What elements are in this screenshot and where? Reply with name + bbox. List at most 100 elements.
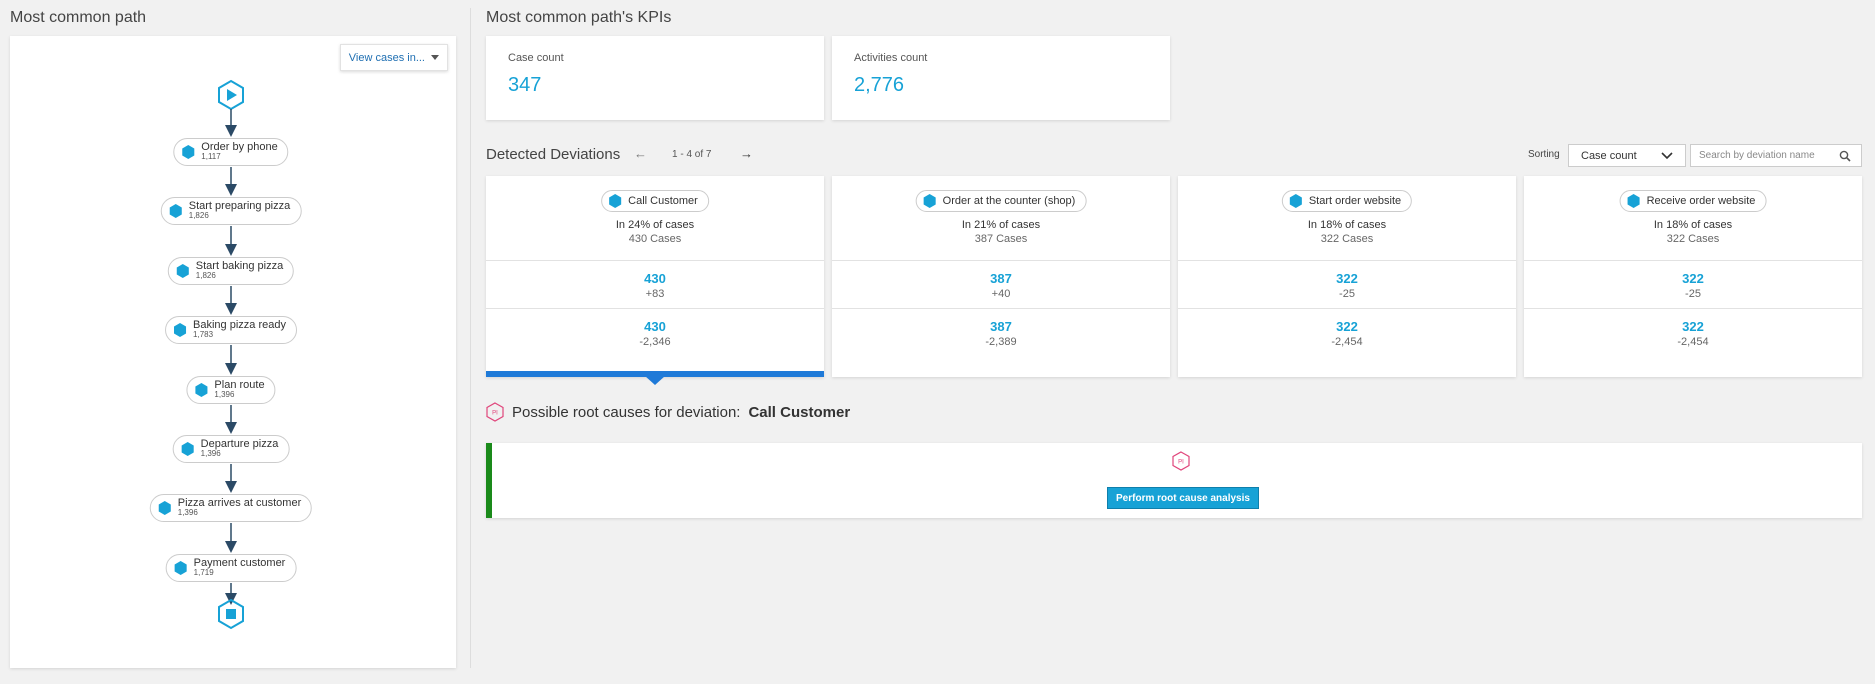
deviation-card-order-at-the-counter[interactable]: Order at the counter (shop) In 21% of ca… [832, 176, 1170, 377]
kpi-value: 347 [508, 74, 542, 96]
node-count: 1,826 [188, 211, 209, 220]
flow-node-departure-pizza[interactable]: Departure pizza 1,396 [172, 435, 290, 463]
pi-badge-text: PI [492, 411, 498, 417]
activity-hex-icon [195, 383, 208, 397]
metric-value: 322 [1336, 319, 1358, 334]
activity-hex-icon [176, 264, 189, 278]
metric-value: 387 [990, 271, 1012, 286]
card-separator [1178, 308, 1516, 309]
perform-root-cause-analysis-button[interactable]: Perform root cause analysis [1107, 487, 1259, 509]
metric-delta: +83 [645, 288, 665, 300]
metric-delta: -2,346 [639, 336, 671, 348]
deviation-search[interactable] [1690, 144, 1862, 167]
node-label: Payment customer [193, 557, 286, 569]
start-play-icon [218, 79, 244, 111]
activity-hex-icon [923, 194, 936, 208]
end-stop-icon [218, 598, 244, 630]
activity-hex-icon [181, 442, 194, 456]
node-count: 1,783 [193, 330, 214, 339]
deviation-percentage: In 18% of cases [1307, 219, 1387, 231]
sort-value: Case count [1581, 149, 1637, 162]
kpi-card-case-count: Case count 347 [486, 36, 824, 120]
activity-hex-icon [174, 561, 187, 575]
root-cause-prefix: Possible root causes for deviation: [512, 403, 741, 421]
metric-value: 322 [1682, 271, 1704, 286]
node-count: 1,117 [201, 152, 221, 161]
node-label: Baking pizza ready [193, 319, 286, 331]
flow-node-start-baking-pizza[interactable]: Start baking pizza 1,826 [167, 257, 295, 285]
deviation-cases: 322 Cases [1666, 233, 1720, 245]
metric-value: 322 [1336, 271, 1358, 286]
card-separator [1524, 260, 1862, 261]
deviation-name-pill: Call Customer [601, 190, 709, 212]
node-label: Pizza arrives at customer [177, 497, 302, 509]
node-label: Departure pizza [200, 438, 279, 450]
root-cause-deviation: Call Customer [748, 403, 851, 421]
deviation-name: Order at the counter (shop) [942, 195, 1076, 207]
metric-delta: +40 [991, 288, 1011, 300]
node-label: Plan route [214, 379, 265, 391]
pi-badge-text: PI [1178, 460, 1184, 466]
root-cause-title: PI Possible root causes for deviation: C… [486, 402, 850, 422]
card-separator [1524, 308, 1862, 309]
deviation-name-pill: Start order website [1281, 190, 1413, 212]
kpi-value: 2,776 [854, 74, 905, 96]
deviation-percentage: In 21% of cases [961, 219, 1041, 231]
metric-value: 387 [990, 319, 1012, 334]
root-cause-panel: PI Perform root cause analysis [486, 443, 1862, 518]
activity-hex-icon [158, 501, 171, 515]
deviation-card-start-order-website[interactable]: Start order website In 18% of cases 322 … [1178, 176, 1516, 377]
caret-down-icon [431, 55, 439, 60]
activity-hex-icon [174, 323, 187, 337]
node-count: 1,719 [193, 568, 214, 577]
metric-delta: -2,389 [985, 336, 1017, 348]
arrow-left-icon[interactable]: ← [634, 146, 647, 161]
flow-node-baking-pizza-ready[interactable]: Baking pizza ready 1,783 [165, 316, 297, 344]
deviation-search-input[interactable] [1699, 150, 1839, 161]
view-cases-label: View cases in... [348, 51, 425, 64]
detected-deviations-title: Detected Deviations [486, 146, 621, 163]
metric-value: 430 [644, 319, 666, 334]
node-label: Start preparing pizza [188, 200, 291, 212]
process-flow-connectors [218, 79, 244, 630]
metric-delta: -2,454 [1331, 336, 1363, 348]
kpi-label: Activities count [854, 52, 928, 64]
node-label: Start baking pizza [195, 260, 284, 272]
node-count: 1,396 [177, 508, 198, 517]
view-cases-button[interactable]: View cases in... [339, 44, 448, 71]
deviation-card-call-customer[interactable]: Call Customer In 24% of cases 430 Cases … [486, 176, 824, 377]
deviation-name-pill: Receive order website [1619, 190, 1767, 212]
deviation-name: Start order website [1308, 195, 1402, 207]
activity-hex-icon [609, 194, 622, 208]
flow-node-payment-customer[interactable]: Payment customer 1,719 [165, 554, 297, 582]
metric-delta: -25 [1339, 288, 1355, 300]
search-icon[interactable] [1839, 150, 1851, 162]
deviation-percentage: In 24% of cases [615, 219, 695, 231]
flow-node-plan-route[interactable]: Plan route 1,396 [186, 376, 276, 404]
selection-pointer [645, 376, 665, 385]
deviation-cases: 322 Cases [1320, 233, 1374, 245]
deviation-cases: 387 Cases [974, 233, 1028, 245]
arrow-right-icon[interactable]: → [740, 146, 753, 161]
metric-value: 430 [644, 271, 666, 286]
card-separator [486, 308, 824, 309]
metric-delta: -25 [1685, 288, 1701, 300]
flow-node-start-preparing-pizza[interactable]: Start preparing pizza 1,826 [160, 197, 302, 225]
deviation-card-receive-order-website[interactable]: Receive order website In 18% of cases 32… [1524, 176, 1862, 377]
kpi-card-activities-count: Activities count 2,776 [832, 36, 1170, 120]
pi-icon: PI [486, 402, 504, 422]
flow-node-order-by-phone[interactable]: Order by phone 1,117 [173, 138, 289, 166]
deviation-cases: 430 Cases [628, 233, 682, 245]
deviation-percentage: In 18% of cases [1653, 219, 1733, 231]
sort-select[interactable]: Case count [1568, 144, 1686, 167]
pager-range: 1 - 4 of 7 [672, 149, 712, 160]
card-separator [832, 260, 1170, 261]
panel-divider [470, 8, 471, 668]
card-separator [832, 308, 1170, 309]
flow-node-pizza-arrives-at-customer[interactable]: Pizza arrives at customer 1,396 [149, 494, 313, 522]
most-common-path-panel: View cases in... Order by phone 1,117 [10, 36, 456, 668]
metric-delta: -2,454 [1677, 336, 1709, 348]
node-count: 1,396 [214, 390, 235, 399]
activity-hex-icon [1627, 194, 1640, 208]
pi-icon: PI [1172, 451, 1190, 471]
